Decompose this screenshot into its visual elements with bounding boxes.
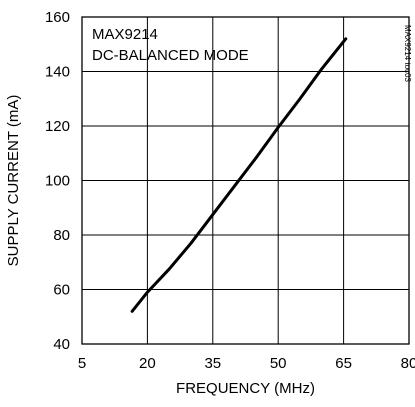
plot-frame — [81, 16, 410, 345]
y-tick-label: 160 — [45, 9, 70, 26]
grid — [82, 17, 409, 344]
x-tick-label: 65 — [335, 355, 352, 372]
x-axis-label: FREQUENCY (MHz) — [176, 380, 315, 397]
y-tick-label: 120 — [45, 118, 70, 135]
x-tick-label: 35 — [204, 355, 221, 372]
y-tick-label: 80 — [53, 227, 70, 244]
annotation-model: MAX9214 — [92, 26, 158, 43]
y-tick-label: 100 — [45, 173, 70, 190]
y-tick-label: 60 — [53, 282, 70, 299]
x-tick-label: 80 — [401, 355, 415, 372]
supply-current-line — [130, 37, 348, 313]
y-tick-label: 40 — [53, 336, 70, 353]
x-tick-label: 50 — [270, 355, 287, 372]
axis-ticks: 5 20 35 50 65 80 40 60 80 100 120 140 160 — [45, 9, 415, 372]
series-layer — [130, 37, 348, 313]
y-tick-label: 140 — [45, 64, 70, 81]
side-label: MAX9214 toc03 — [403, 25, 412, 82]
x-tick-label: 5 — [78, 355, 86, 372]
x-tick-label: 20 — [139, 355, 156, 372]
y-axis-label: SUPPLY CURRENT (mA) — [5, 95, 22, 267]
annotation-mode: DC-BALANCED MODE — [92, 47, 249, 64]
